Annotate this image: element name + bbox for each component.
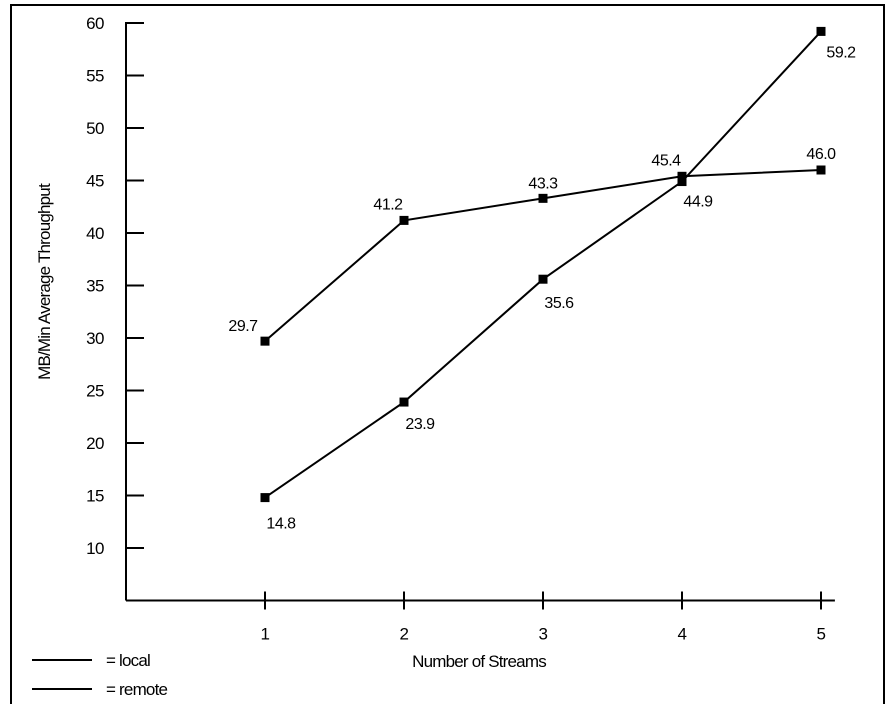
marker-local xyxy=(816,165,826,175)
axes xyxy=(125,22,835,602)
marker-local xyxy=(260,336,270,346)
marker-remote xyxy=(816,26,826,36)
data-label-remote: 14.8 xyxy=(266,516,296,533)
data-label-local: 43.3 xyxy=(528,175,558,192)
y-tick-label: 30 xyxy=(86,329,104,348)
marker-remote xyxy=(677,177,687,187)
data-label-remote: 35.6 xyxy=(544,295,574,312)
legend-label-local: = local xyxy=(106,651,150,670)
y-tick-label: 60 xyxy=(86,14,104,33)
y-tick-label: 15 xyxy=(86,487,104,506)
data-label-local: 29.7 xyxy=(228,318,258,335)
marker-local xyxy=(677,171,687,181)
marker-remote xyxy=(260,493,270,503)
data-label-local: 45.4 xyxy=(651,152,681,169)
y-tick-label: 20 xyxy=(86,434,104,453)
marker-remote xyxy=(538,274,548,284)
data-label-local: 46.0 xyxy=(806,146,836,163)
marker-local xyxy=(538,193,548,203)
y-tick-label: 45 xyxy=(86,172,104,191)
marker-remote xyxy=(399,397,409,407)
series-lines xyxy=(264,30,822,499)
data-label-remote: 59.2 xyxy=(826,44,856,61)
chart-frame xyxy=(10,4,885,704)
data-labels: 29.7 41.2 43.3 45.4 46.0 14.8 23.9 35.6 44.9 59.2 xyxy=(228,44,856,532)
y-tick-label: 50 xyxy=(86,119,104,138)
y-tick-label: 40 xyxy=(86,224,104,243)
x-tick-label: 3 xyxy=(539,625,548,644)
x-tick-label: 5 xyxy=(817,625,826,644)
data-label-local: 41.2 xyxy=(373,196,403,213)
y-tick-label: 25 xyxy=(86,382,104,401)
x-axis-title: Number of Streams xyxy=(412,652,546,671)
x-tick-label: 1 xyxy=(261,625,270,644)
y-tick-label: 35 xyxy=(86,277,104,296)
x-tick-label: 4 xyxy=(678,625,687,644)
y-tick-label: 10 xyxy=(86,539,104,558)
data-markers xyxy=(260,26,826,503)
y-tick-label: 55 xyxy=(86,67,104,86)
legend-label-remote: = remote xyxy=(106,680,168,699)
legend: = local = remote xyxy=(32,651,168,699)
data-label-remote: 23.9 xyxy=(405,416,435,433)
marker-local xyxy=(399,215,409,225)
series-line-remote xyxy=(264,30,822,499)
y-axis-title: MB/Min Average Throughput xyxy=(35,183,54,380)
data-label-remote: 44.9 xyxy=(683,194,713,211)
x-tick-label: 2 xyxy=(400,625,409,644)
